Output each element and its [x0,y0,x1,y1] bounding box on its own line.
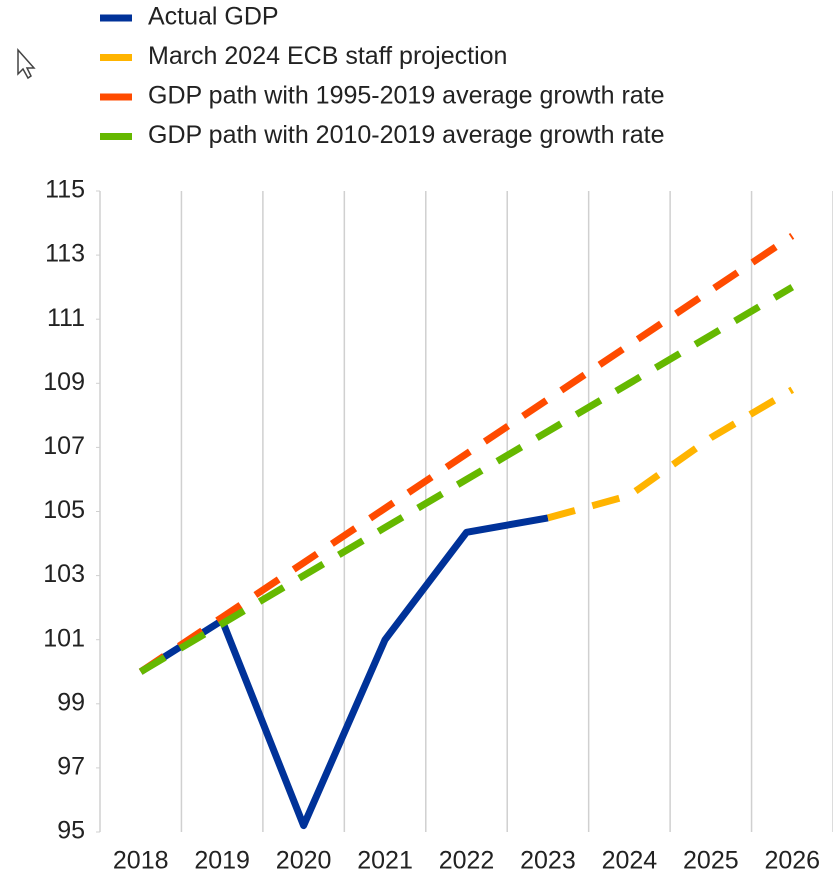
y-tick-label: 101 [43,624,85,652]
x-tick-label: 2025 [683,847,739,875]
legend-label: Actual GDP [148,3,279,31]
x-tick-label: 2020 [276,847,332,875]
y-tick-label: 105 [43,496,85,524]
x-tick-label: 2026 [764,847,820,875]
series-line [547,386,795,522]
x-tick-label: 2019 [194,847,250,875]
y-tick-label: 99 [57,688,85,716]
y-tick-label: 107 [43,432,85,460]
x-tick-label: 2023 [520,847,576,875]
y-tick-label: 97 [57,753,85,781]
y-tick-label: 113 [45,240,85,268]
x-tick-label: 2022 [439,847,495,875]
x-tick-label: 2021 [357,847,413,875]
x-tick-label: 2018 [113,847,169,875]
series-line [138,284,795,675]
legend-label: GDP path with 1995-2019 average growth r… [148,82,665,110]
legend-label: March 2024 ECB staff projection [148,42,507,70]
cursor [17,48,36,80]
series-line [138,232,795,675]
y-tick-label: 111 [47,304,85,332]
y-tick-label: 109 [43,368,85,396]
x-tick-label: 2024 [602,847,658,875]
y-tick-label: 103 [43,560,85,588]
series-line [138,514,549,830]
y-tick-label: 115 [45,176,85,204]
y-tick-label: 95 [57,817,85,845]
legend-label: GDP path with 2010-2019 average growth r… [148,121,665,149]
